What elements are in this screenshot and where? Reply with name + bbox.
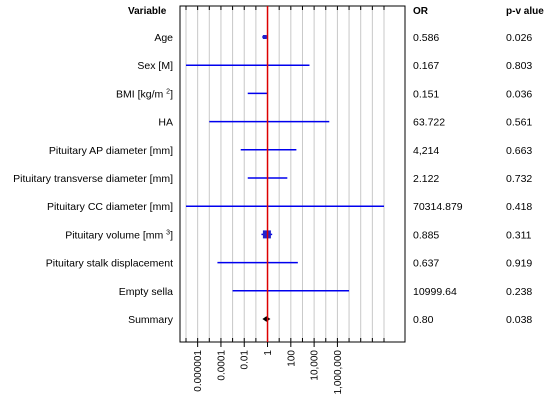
estimate-marker xyxy=(262,35,267,39)
row-label-text: Pituitary volume [mm xyxy=(65,229,166,241)
grid-lines xyxy=(185,6,385,342)
x-tick-label: 10,000 xyxy=(310,350,321,381)
row-label-text: HA xyxy=(158,117,173,129)
row-label-text: Pituitary stalk displacement xyxy=(46,258,173,270)
x-tick-label: 100 xyxy=(286,350,297,367)
forest-row: Summary 0.80 0.038 xyxy=(128,314,532,326)
row-label: Pituitary CC diameter [mm] xyxy=(47,201,173,213)
or-value: 63.722 xyxy=(413,117,445,129)
row-label: Pituitary volume [mm 3] xyxy=(65,229,173,241)
minor-ticks xyxy=(185,6,385,342)
p-value: 0.663 xyxy=(506,145,532,157)
or-value: 0.637 xyxy=(413,258,439,270)
or-value: 0.586 xyxy=(413,32,439,44)
or-value: 70314.879 xyxy=(413,201,463,213)
row-label: Sex [M] xyxy=(137,60,173,72)
row-label-sup: 3 xyxy=(166,229,170,236)
row-label-text: BMI [kg/m xyxy=(116,88,166,100)
p-value: 0.026 xyxy=(506,32,532,44)
row-label-text: Age xyxy=(154,32,173,44)
p-value: 0.803 xyxy=(506,60,532,72)
row-label: Pituitary stalk displacement xyxy=(46,258,173,270)
header-pvalue: p-v alue xyxy=(506,6,544,17)
row-label-text: Summary xyxy=(128,314,174,326)
row-label-text: Empty sella xyxy=(119,286,173,298)
forest-row: Pituitary AP diameter [mm] 4,214 0.663 xyxy=(49,145,533,157)
row-label-end: ] xyxy=(170,229,173,241)
row-label: Age xyxy=(154,32,173,44)
or-value: 0.151 xyxy=(413,88,439,100)
or-value: 2.122 xyxy=(413,173,439,185)
x-axis-ticks: 0.000001 0.0001 0.01 1 100 10,000 1,000,000 xyxy=(193,342,344,395)
or-value: 10999.64 xyxy=(413,286,457,298)
x-tick-label: 0.01 xyxy=(240,350,251,370)
p-value: 0.732 xyxy=(506,173,532,185)
row-label-end: ] xyxy=(170,88,173,100)
row-label-sup: 2 xyxy=(166,88,170,95)
x-tick-label: 0.0001 xyxy=(216,350,227,381)
row-label-text: Pituitary CC diameter [mm] xyxy=(47,201,173,213)
x-tick-label: 1 xyxy=(263,350,274,356)
row-label: Summary xyxy=(128,314,174,326)
row-label-text: Pituitary AP diameter [mm] xyxy=(49,145,173,157)
or-value: 0.80 xyxy=(413,314,434,326)
row-label: Empty sella xyxy=(119,286,173,298)
forest-row: HA 63.722 0.561 xyxy=(158,117,532,129)
or-value: 4,214 xyxy=(413,145,439,157)
row-label-text: Pituitary transverse diameter [mm] xyxy=(13,173,173,185)
forest-row: Pituitary stalk displacement 0.637 0.919 xyxy=(46,258,533,270)
summary-diamond xyxy=(262,316,271,322)
x-tick-label: 1,000,000 xyxy=(333,350,344,395)
header-variable: Variable xyxy=(128,6,167,17)
row-label: Pituitary transverse diameter [mm] xyxy=(13,173,173,185)
row-label-text: Sex [M] xyxy=(137,60,173,72)
forest-row: BMI [kg/m 2] 0.151 0.036 xyxy=(116,88,532,100)
forest-row: Sex [M] 0.167 0.803 xyxy=(137,60,532,72)
p-value: 0.036 xyxy=(506,88,532,100)
forest-row: Pituitary transverse diameter [mm] 2.122 0… xyxy=(13,173,532,185)
forest-row: Age 0.586 0.026 xyxy=(154,32,532,44)
p-value: 0.238 xyxy=(506,286,532,298)
p-value: 0.311 xyxy=(506,229,532,241)
forest-row: Empty sella 10999.64 0.238 xyxy=(119,286,533,298)
row-label: Pituitary AP diameter [mm] xyxy=(49,145,173,157)
row-label: HA xyxy=(158,117,173,129)
or-value: 0.167 xyxy=(413,60,439,72)
row-label: BMI [kg/m 2] xyxy=(116,88,173,100)
plot-frame xyxy=(179,5,406,343)
forest-row: Pituitary CC diameter [mm] 70314.879 0.418 xyxy=(47,201,532,213)
header-or: OR xyxy=(413,6,429,17)
x-tick-label: 0.000001 xyxy=(193,350,204,392)
or-value: 0.885 xyxy=(413,229,439,241)
p-value: 0.418 xyxy=(506,201,532,213)
p-value: 0.038 xyxy=(506,314,532,326)
p-value: 0.561 xyxy=(506,117,532,129)
p-value: 0.919 xyxy=(506,258,532,270)
